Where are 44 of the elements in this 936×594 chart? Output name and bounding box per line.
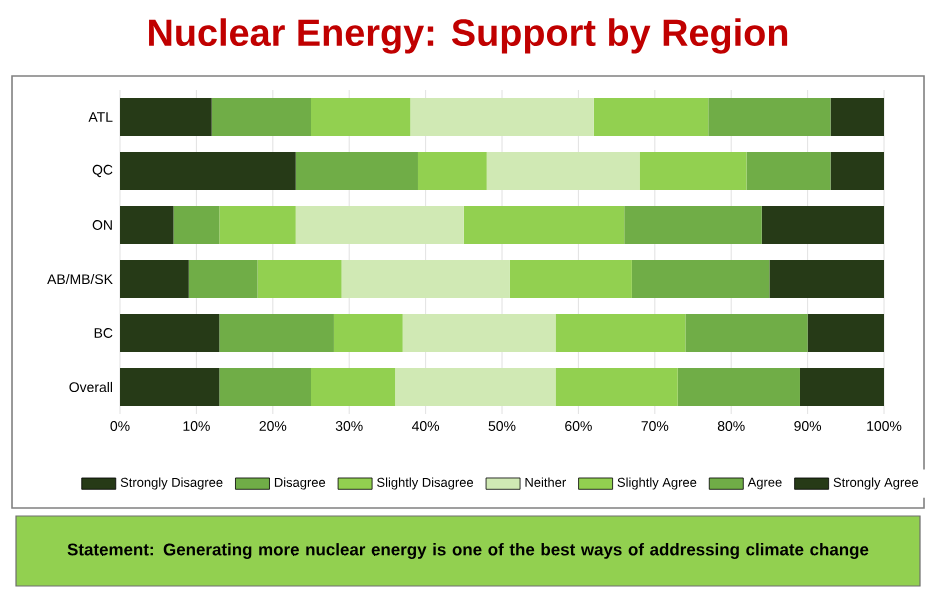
bar — [295, 152, 418, 190]
bar — [746, 152, 831, 190]
bar — [120, 152, 296, 190]
bar — [509, 260, 632, 298]
bar — [120, 314, 220, 352]
bar — [188, 260, 258, 298]
bar — [463, 206, 625, 244]
bar — [120, 260, 189, 298]
bar — [341, 260, 510, 298]
bar — [120, 206, 174, 244]
text: Statement: Generating more nuclear energy is one of the best ways of addressing climate change — [67, 543, 869, 559]
bar — [395, 368, 556, 406]
bar — [311, 368, 396, 406]
bar — [486, 152, 640, 190]
bar — [257, 260, 342, 298]
bar — [410, 98, 594, 136]
bar — [219, 314, 334, 352]
bar — [555, 368, 678, 406]
bar — [639, 152, 747, 190]
bar — [173, 206, 220, 244]
bar — [219, 206, 296, 244]
bar — [631, 260, 770, 298]
bar — [593, 98, 709, 136]
bar — [120, 98, 212, 136]
bar — [708, 98, 831, 136]
chart-title: Nuclear Energy: Support by Region — [149, 18, 788, 54]
bar — [624, 206, 762, 244]
bar — [677, 368, 800, 406]
bar — [830, 152, 885, 190]
bar — [311, 98, 411, 136]
bar — [219, 368, 312, 406]
bar — [807, 314, 885, 352]
bar — [769, 260, 885, 298]
bar — [295, 206, 464, 244]
bar — [417, 152, 487, 190]
bar — [120, 368, 220, 406]
bar — [799, 368, 885, 406]
bar — [333, 314, 403, 352]
bar — [685, 314, 808, 352]
bar — [211, 98, 312, 136]
bar — [830, 98, 885, 136]
bar — [402, 314, 556, 352]
bar — [761, 206, 885, 244]
bar — [555, 314, 686, 352]
